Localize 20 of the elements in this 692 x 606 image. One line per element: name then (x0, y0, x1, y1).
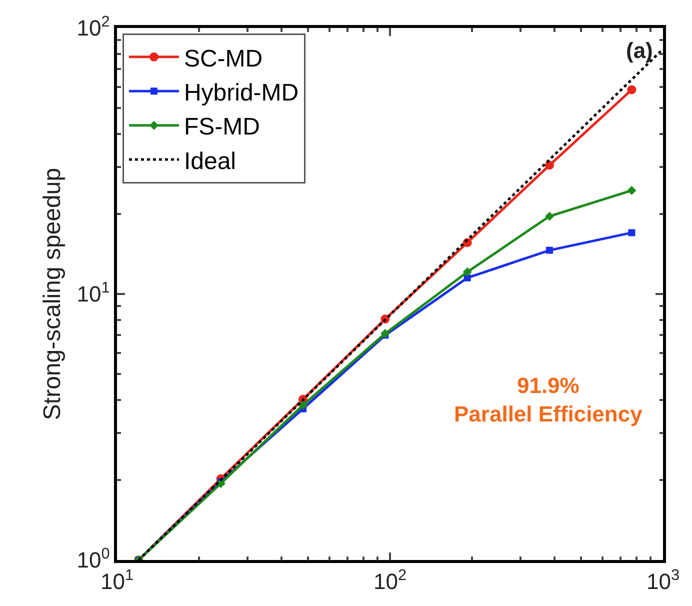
annotation: (a) (626, 38, 653, 63)
point (462, 267, 472, 277)
legend-label: Ideal (184, 148, 236, 175)
annotation: 91.9% Parallel Efficiency (454, 373, 644, 427)
x-tick-label: 10$^{3}$ (646, 566, 680, 594)
legend-label: Hybrid-MD (184, 79, 299, 106)
point (628, 229, 636, 236)
point (627, 85, 636, 94)
point (627, 186, 636, 196)
point (380, 329, 390, 338)
y-tick-label: 10$^{1}$ (76, 279, 110, 307)
point (298, 400, 308, 410)
y-tick-label: 10$^{2}$ (76, 13, 110, 41)
point (544, 212, 554, 221)
legend-label: FS-MD (184, 114, 260, 141)
point (546, 246, 554, 254)
x-tick-label: 10$^{2}$ (373, 566, 407, 594)
point (545, 160, 554, 170)
y-axis-title: Strong-scaling speedup (38, 168, 66, 420)
legend-label: SC-MD (184, 45, 263, 72)
